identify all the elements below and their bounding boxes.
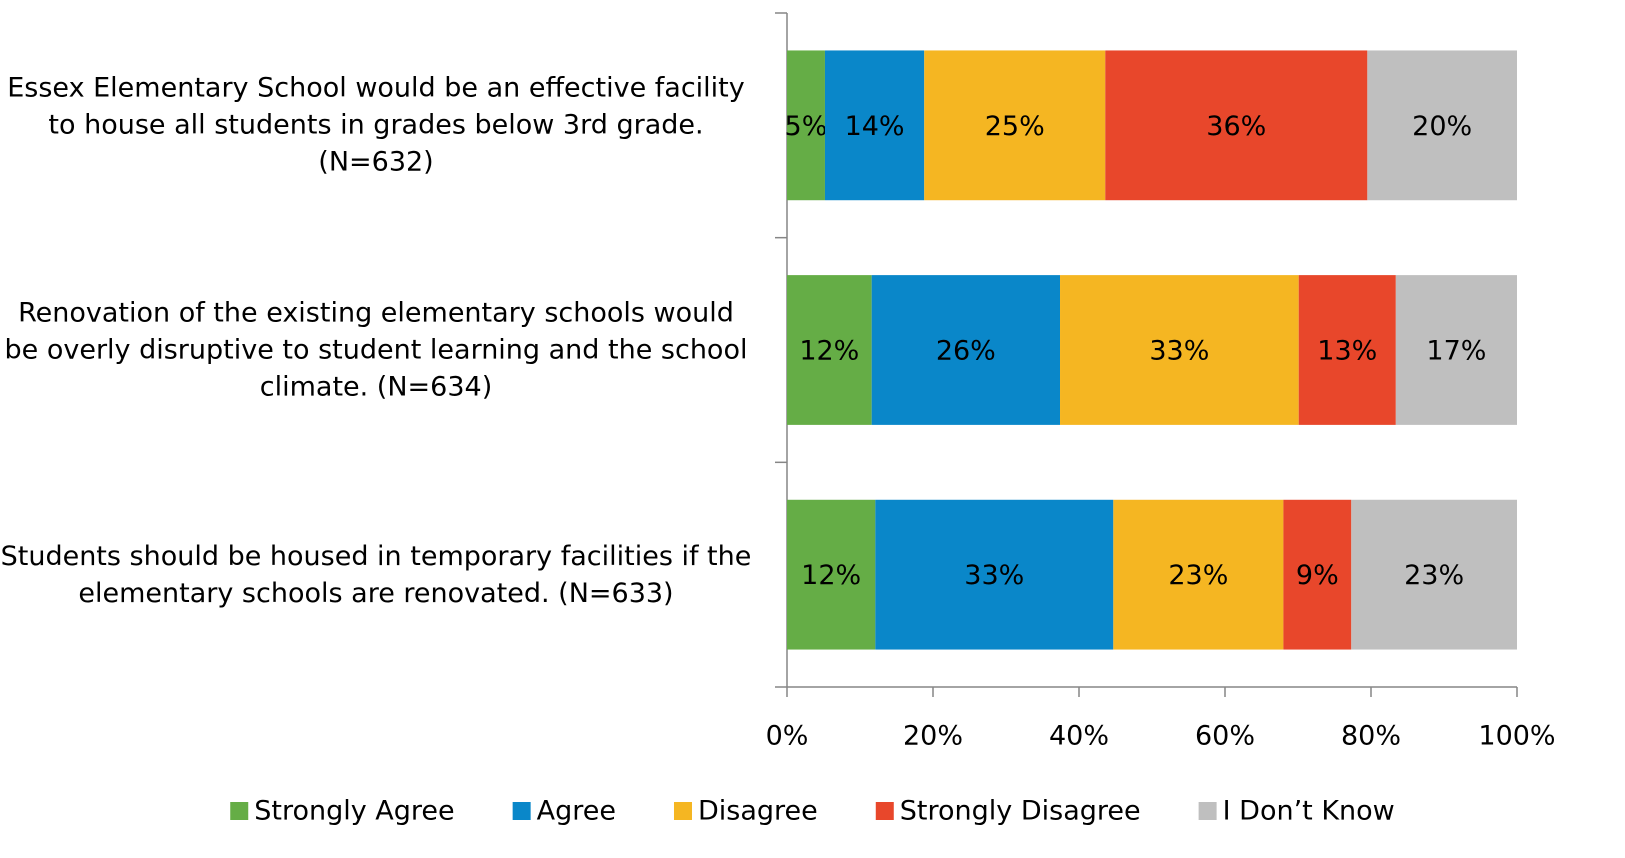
legend-swatch [875,802,894,820]
data-label: 26% [936,336,996,367]
x-tick-label: 100% [1478,721,1555,752]
data-label: 33% [1149,336,1209,367]
x-tick-label: 60% [1195,721,1255,752]
data-label: 23% [1404,560,1464,591]
legend-label: Strongly Disagree [900,796,1141,827]
data-label: 17% [1426,336,1486,367]
bar-segment [787,275,872,425]
bar-segment [1351,499,1517,650]
data-label: 12% [801,560,861,591]
category-label: Essex Elementary School would be an effe… [7,72,745,178]
data-label: 25% [985,111,1045,142]
data-label: 5% [785,111,828,142]
data-label: 13% [1317,336,1377,367]
bar-segment [787,50,825,201]
x-tick-label: 0% [766,721,809,752]
category-label: Students should be housed in temporary f… [0,540,752,609]
legend-swatch [512,802,531,820]
data-label: 12% [799,336,859,367]
bar-segment [871,275,1061,425]
legend-swatch [230,802,249,820]
bar-segment [875,499,1114,650]
legend-label: I Don’t Know [1223,796,1395,827]
data-label: 9% [1296,560,1339,591]
x-tick-label: 20% [903,721,963,752]
category-label: Renovation of the existing elementary sc… [4,297,748,403]
legend-label: Disagree [698,796,818,827]
data-label: 23% [1168,560,1228,591]
bar-segment [1105,50,1368,201]
legend-swatch [673,802,692,820]
bar-segment [1060,275,1299,425]
bar-segment [1113,499,1284,650]
legend-label: Strongly Agree [254,796,454,827]
data-label: 33% [964,560,1024,591]
bar-segment [924,50,1106,201]
bar-segment [824,50,925,201]
legend-swatch [1198,802,1217,820]
legend-label: Agree [537,796,616,827]
data-label: 36% [1206,111,1266,142]
bar-segment [1283,499,1352,650]
bar-segment [1298,275,1396,425]
bar-segment [787,499,876,650]
bar-segment [1367,50,1517,201]
data-label: 20% [1412,111,1472,142]
data-label: 14% [845,111,905,142]
x-tick-label: 40% [1049,721,1109,752]
bar-segment [1395,275,1517,425]
x-tick-label: 80% [1341,721,1401,752]
